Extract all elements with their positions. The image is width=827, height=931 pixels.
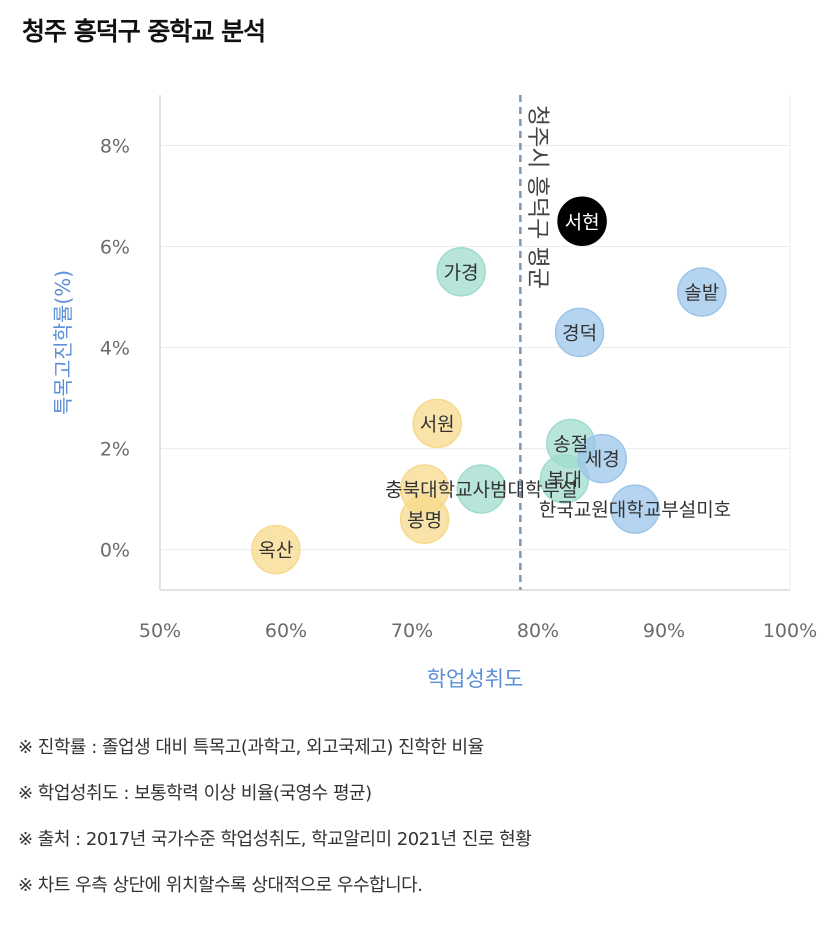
data-label: 복대: [547, 469, 582, 491]
note-line: ※ 진학률 : 졸업생 대비 특목고(과학고, 외고국제고) 진학한 비율: [18, 737, 484, 758]
data-label: 송절: [553, 434, 588, 456]
data-point: [577, 433, 628, 484]
data-point: [554, 307, 605, 358]
scatter-chart: 0% 2% 4% 6% 8% 50% 60% 70% 80% 90% 100% 학업성취도 특목고진학률…: [51, 95, 817, 691]
data-point: [412, 398, 462, 449]
data-label: 솔밭: [684, 282, 719, 304]
y-axis-title: 특목고진학률(%): [51, 270, 75, 415]
data-label: 서현: [565, 211, 600, 233]
y-tick-label: 2%: [100, 439, 130, 461]
data-point: [436, 247, 486, 297]
data-point: [456, 464, 507, 514]
note-line: ※ 학업성취도 : 보통학력 이상 비율(국영수 평균): [18, 783, 372, 804]
data-point: [251, 524, 301, 575]
y-tick-label: 0%: [100, 540, 130, 562]
data-point: [399, 464, 450, 514]
x-tick-label: 80%: [517, 620, 559, 642]
notes: ※ 진학률 : 졸업생 대비 특목고(과학고, 외고국제고) 진학한 비율 ※ …: [18, 732, 532, 916]
y-tick-label: 4%: [100, 338, 130, 360]
data-point: [610, 484, 660, 534]
data-label: 가경: [444, 262, 479, 284]
data-label: 봉명: [407, 509, 442, 531]
reference-line-label: 청주시 흥덕구 평균: [524, 105, 550, 289]
data-point: [677, 267, 727, 317]
y-tick-label: 6%: [100, 237, 130, 259]
x-tick-label: 60%: [265, 620, 307, 642]
x-tick-label: 70%: [391, 620, 433, 642]
note-line: ※ 출처 : 2017년 국가수준 학업성취도, 학교알리미 2021년 진로 …: [18, 829, 532, 850]
data-label: 세경: [585, 449, 620, 471]
chart-title: 청주 흥덕구 중학교 분석: [22, 17, 266, 46]
y-tick-label: 8%: [100, 136, 130, 158]
data-point: [557, 196, 607, 247]
data-label: 충북대학교사범대학부설: [385, 479, 577, 501]
data-label: 옥산: [258, 540, 293, 562]
x-axis-title: 학업성취도: [427, 667, 524, 691]
data-label: 서원: [420, 413, 455, 435]
x-tick-label: 50%: [139, 620, 181, 642]
data-label: 경덕: [562, 322, 597, 344]
x-tick-label: 100%: [763, 620, 817, 642]
x-tick-label: 90%: [643, 620, 685, 642]
note-line: ※ 차트 우측 상단에 위치할수록 상대적으로 우수합니다.: [18, 875, 423, 896]
data-label: 한국교원대학교부설미호: [539, 499, 731, 521]
